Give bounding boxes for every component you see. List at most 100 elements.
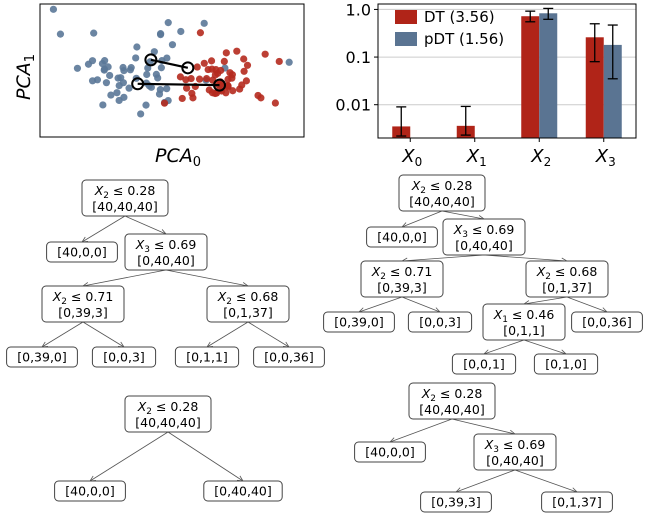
legend-swatch <box>395 32 417 46</box>
tree-leaf-node: [40,0,0] <box>366 226 438 248</box>
legend-swatch <box>395 10 417 24</box>
tree-split-node: X2 ≤ 0.68[0,1,37] <box>206 285 290 323</box>
tree-node-counts: [40,40,40] <box>409 194 474 209</box>
scatter-point <box>143 70 151 79</box>
bar-frame <box>377 3 637 139</box>
tree-node-box <box>360 260 444 298</box>
tree-node-counts: [0,39,0] <box>17 350 67 365</box>
scatter-point <box>202 74 211 83</box>
tree-leaf-node: [0,39,0] <box>323 311 395 333</box>
tree-node-box <box>206 285 290 323</box>
tree-node-counts: [40,40,40] <box>135 415 200 430</box>
tree-edge <box>167 431 244 482</box>
tree-node-counts: [0,39,3] <box>431 495 481 510</box>
tree-node-condition: X2 ≤ 0.28 <box>421 386 483 404</box>
scatter-point <box>233 47 241 55</box>
bar-dt-X_2 <box>521 16 540 138</box>
tree-node-counts: [40,0,0] <box>377 230 427 245</box>
tree-leaf-node: [0,0,36] <box>571 311 643 333</box>
scatter-point <box>132 54 140 62</box>
scatter-point <box>88 77 97 85</box>
scatter-point <box>102 79 111 87</box>
tree-edge-arrowhead <box>117 341 125 348</box>
scatter-arrow-end <box>213 78 227 92</box>
bar-ytick-label: 0.1 <box>346 48 371 67</box>
scatter-point <box>240 67 248 75</box>
tree-node-counts: [0,39,3] <box>377 280 427 295</box>
scatter-arrows <box>131 53 227 92</box>
tree-leaf-node: [0,1,1] <box>174 346 240 368</box>
scatter-point <box>49 5 58 13</box>
tree-leaf-node: [0,1,0] <box>533 353 599 375</box>
scatter-point <box>164 19 172 27</box>
decision-tree-bottom-left: X2 ≤ 0.28[40,40,40] [40,0,0] [0,40,40] <box>54 395 283 502</box>
tree-leaf-node: [40,0,0] <box>354 441 426 463</box>
scatter-arrow-start <box>144 53 158 67</box>
tree-node-counts: [0,40,40] <box>455 238 512 253</box>
tree-node-counts: [0,0,1] <box>463 357 505 372</box>
tree-node-box <box>54 480 126 502</box>
tree-node-box <box>451 353 517 375</box>
tree-split-node: X2 ≤ 0.68[0,1,37] <box>525 260 609 298</box>
scatter-point <box>113 89 121 97</box>
scatter-point <box>56 30 65 38</box>
tree-node-box <box>124 233 208 271</box>
tree-edge-arrowhead <box>41 341 49 348</box>
scatter-point <box>204 65 212 74</box>
scatter-point <box>242 77 250 85</box>
tree-edge <box>358 296 403 313</box>
tree-edge <box>89 431 169 482</box>
tree-node-condition: X2 ≤ 0.68 <box>536 264 598 282</box>
scatter-point <box>228 74 236 82</box>
tree-edge <box>247 321 290 348</box>
scatter-point <box>147 83 155 91</box>
tree-edge-arrowhead <box>206 341 214 348</box>
scatter-point <box>90 29 98 37</box>
pca-scatter-panel: PCA0 PCA1 <box>13 3 305 170</box>
scatter-point <box>178 94 186 103</box>
scatter-point <box>193 63 201 71</box>
tree-edge <box>165 269 249 287</box>
tree-node-box <box>174 346 240 368</box>
bar-pdt-X_2 <box>539 13 558 138</box>
tree-node-counts: [0,1,0] <box>545 357 587 372</box>
tree-node-box <box>442 218 526 256</box>
scatter-frame <box>39 3 305 138</box>
decision-tree-top-left: X2 ≤ 0.28[40,40,40] [40,0,0] X3 ≤ 0.69[0,4… <box>6 179 325 368</box>
tree-edge <box>441 210 485 220</box>
tree-node-box <box>203 480 283 502</box>
scatter-point <box>114 74 122 82</box>
tree-edge <box>124 215 167 235</box>
scatter-point <box>195 75 204 83</box>
tree-edge-arrowhead <box>236 475 244 482</box>
tree-node-counts: [40,40,40] <box>419 402 484 417</box>
tree-split-node: X2 ≤ 0.28[40,40,40] <box>124 395 212 433</box>
scatter-point <box>98 59 107 68</box>
tree-node-counts: [0,0,3] <box>419 315 461 330</box>
tree-edge <box>514 469 578 493</box>
scatter-point <box>160 99 169 107</box>
tree-edge <box>451 418 516 435</box>
scatter-point <box>183 84 191 92</box>
tree-node-condition: X1 ≤ 0.46 <box>493 307 555 325</box>
tree-leaf-node: [40,0,0] <box>54 480 126 502</box>
tree-edge-arrowhead <box>81 236 89 243</box>
tree-edge <box>401 254 485 262</box>
tree-node-counts: [0,40,40] <box>137 253 194 268</box>
tree-node-counts: [0,1,1] <box>503 323 545 338</box>
tree-node-condition: X2 ≤ 0.28 <box>137 399 199 417</box>
scatter-point <box>107 91 115 99</box>
scatter-point <box>220 57 228 65</box>
tree-node-box <box>533 353 599 375</box>
scatter-point <box>196 29 205 37</box>
tree-node-box <box>41 285 125 323</box>
tree-edge <box>483 254 568 262</box>
tree-edge <box>401 296 441 313</box>
scatter-point <box>115 96 123 105</box>
scatter-point <box>261 50 269 58</box>
tree-node-counts: [0,1,1] <box>186 350 228 365</box>
scatter-point <box>106 71 114 80</box>
tree-edge <box>81 215 126 243</box>
tree-split-node: X3 ≤ 0.69[0,40,40] <box>473 433 557 471</box>
